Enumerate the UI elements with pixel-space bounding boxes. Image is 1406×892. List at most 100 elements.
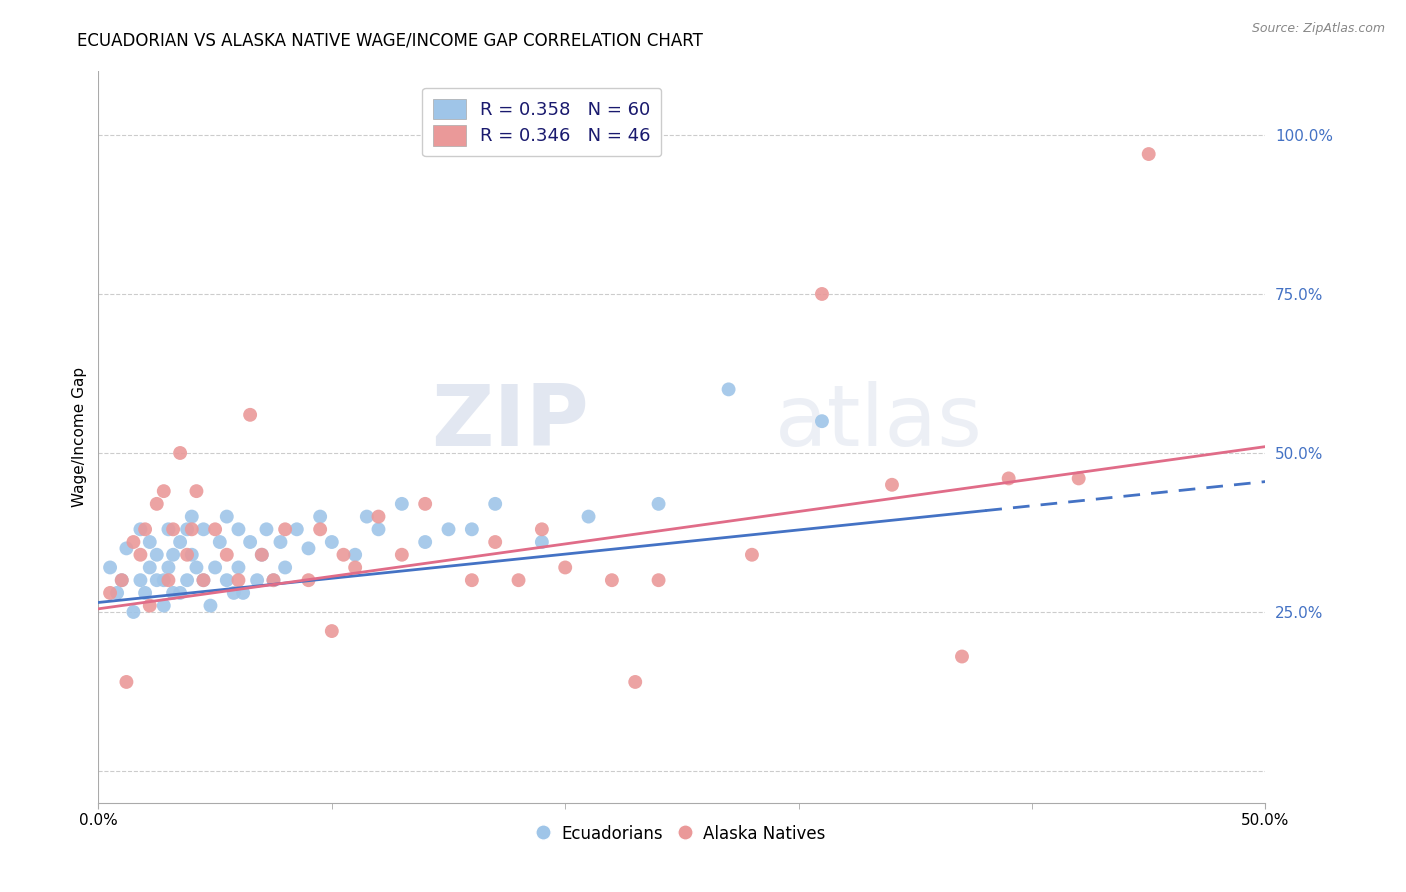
- Point: [344, 548, 367, 562]
- Point: [297, 573, 319, 587]
- Point: [157, 573, 180, 587]
- Point: [309, 509, 332, 524]
- Point: [232, 586, 254, 600]
- Point: [600, 573, 623, 587]
- Point: [115, 541, 138, 556]
- Point: [115, 675, 138, 690]
- Point: [204, 522, 226, 536]
- Point: [122, 605, 145, 619]
- Point: [200, 599, 222, 613]
- Point: [717, 383, 740, 397]
- Point: [274, 560, 297, 574]
- Point: [356, 509, 378, 524]
- Point: [508, 573, 530, 587]
- Point: [647, 573, 669, 587]
- Point: [139, 599, 162, 613]
- Point: [321, 535, 343, 549]
- Legend: Ecuadorians, Alaska Natives: Ecuadorians, Alaska Natives: [531, 818, 832, 849]
- Point: [129, 548, 152, 562]
- Point: [157, 560, 180, 574]
- Point: [321, 624, 343, 638]
- Point: [647, 497, 669, 511]
- Point: [367, 509, 389, 524]
- Point: [204, 560, 226, 574]
- Point: [997, 471, 1019, 485]
- Point: [391, 548, 413, 562]
- Point: [134, 586, 156, 600]
- Point: [186, 560, 208, 574]
- Point: [215, 509, 238, 524]
- Point: [169, 446, 191, 460]
- Point: [262, 573, 284, 587]
- Point: [461, 522, 484, 536]
- Point: [105, 586, 128, 600]
- Point: [162, 548, 184, 562]
- Point: [122, 535, 145, 549]
- Point: [215, 573, 238, 587]
- Point: [228, 522, 250, 536]
- Point: [176, 522, 198, 536]
- Point: [274, 522, 297, 536]
- Point: [309, 522, 332, 536]
- Point: [344, 560, 367, 574]
- Point: [437, 522, 460, 536]
- Point: [391, 497, 413, 511]
- Point: [169, 535, 191, 549]
- Point: [624, 675, 647, 690]
- Y-axis label: Wage/Income Gap: Wage/Income Gap: [72, 367, 87, 508]
- Point: [741, 548, 763, 562]
- Text: ECUADORIAN VS ALASKA NATIVE WAGE/INCOME GAP CORRELATION CHART: ECUADORIAN VS ALASKA NATIVE WAGE/INCOME …: [77, 31, 703, 49]
- Point: [811, 287, 834, 301]
- Point: [530, 522, 553, 536]
- Point: [180, 509, 202, 524]
- Point: [134, 522, 156, 536]
- Point: [193, 522, 215, 536]
- Point: [880, 477, 903, 491]
- Point: [332, 548, 354, 562]
- Point: [250, 548, 273, 562]
- Point: [152, 599, 174, 613]
- Point: [297, 541, 319, 556]
- Point: [98, 560, 121, 574]
- Point: [152, 573, 174, 587]
- Point: [176, 548, 198, 562]
- Point: [129, 573, 152, 587]
- Point: [554, 560, 576, 574]
- Point: [228, 560, 250, 574]
- Point: [146, 573, 169, 587]
- Point: [193, 573, 215, 587]
- Text: ZIP: ZIP: [430, 381, 589, 464]
- Point: [484, 535, 506, 549]
- Point: [139, 560, 162, 574]
- Point: [98, 586, 121, 600]
- Point: [269, 535, 291, 549]
- Point: [285, 522, 308, 536]
- Point: [169, 586, 191, 600]
- Point: [111, 573, 134, 587]
- Point: [162, 522, 184, 536]
- Point: [1137, 147, 1160, 161]
- Point: [256, 522, 278, 536]
- Point: [111, 573, 134, 587]
- Point: [222, 586, 245, 600]
- Point: [367, 522, 389, 536]
- Point: [1067, 471, 1090, 485]
- Point: [811, 414, 834, 428]
- Point: [139, 535, 162, 549]
- Point: [578, 509, 600, 524]
- Point: [484, 497, 506, 511]
- Point: [146, 497, 169, 511]
- Text: Source: ZipAtlas.com: Source: ZipAtlas.com: [1251, 22, 1385, 36]
- Point: [246, 573, 269, 587]
- Point: [208, 535, 231, 549]
- Point: [413, 535, 436, 549]
- Point: [239, 535, 262, 549]
- Point: [129, 522, 152, 536]
- Point: [461, 573, 484, 587]
- Point: [152, 484, 174, 499]
- Point: [530, 535, 553, 549]
- Point: [157, 522, 180, 536]
- Point: [413, 497, 436, 511]
- Point: [146, 548, 169, 562]
- Point: [239, 408, 262, 422]
